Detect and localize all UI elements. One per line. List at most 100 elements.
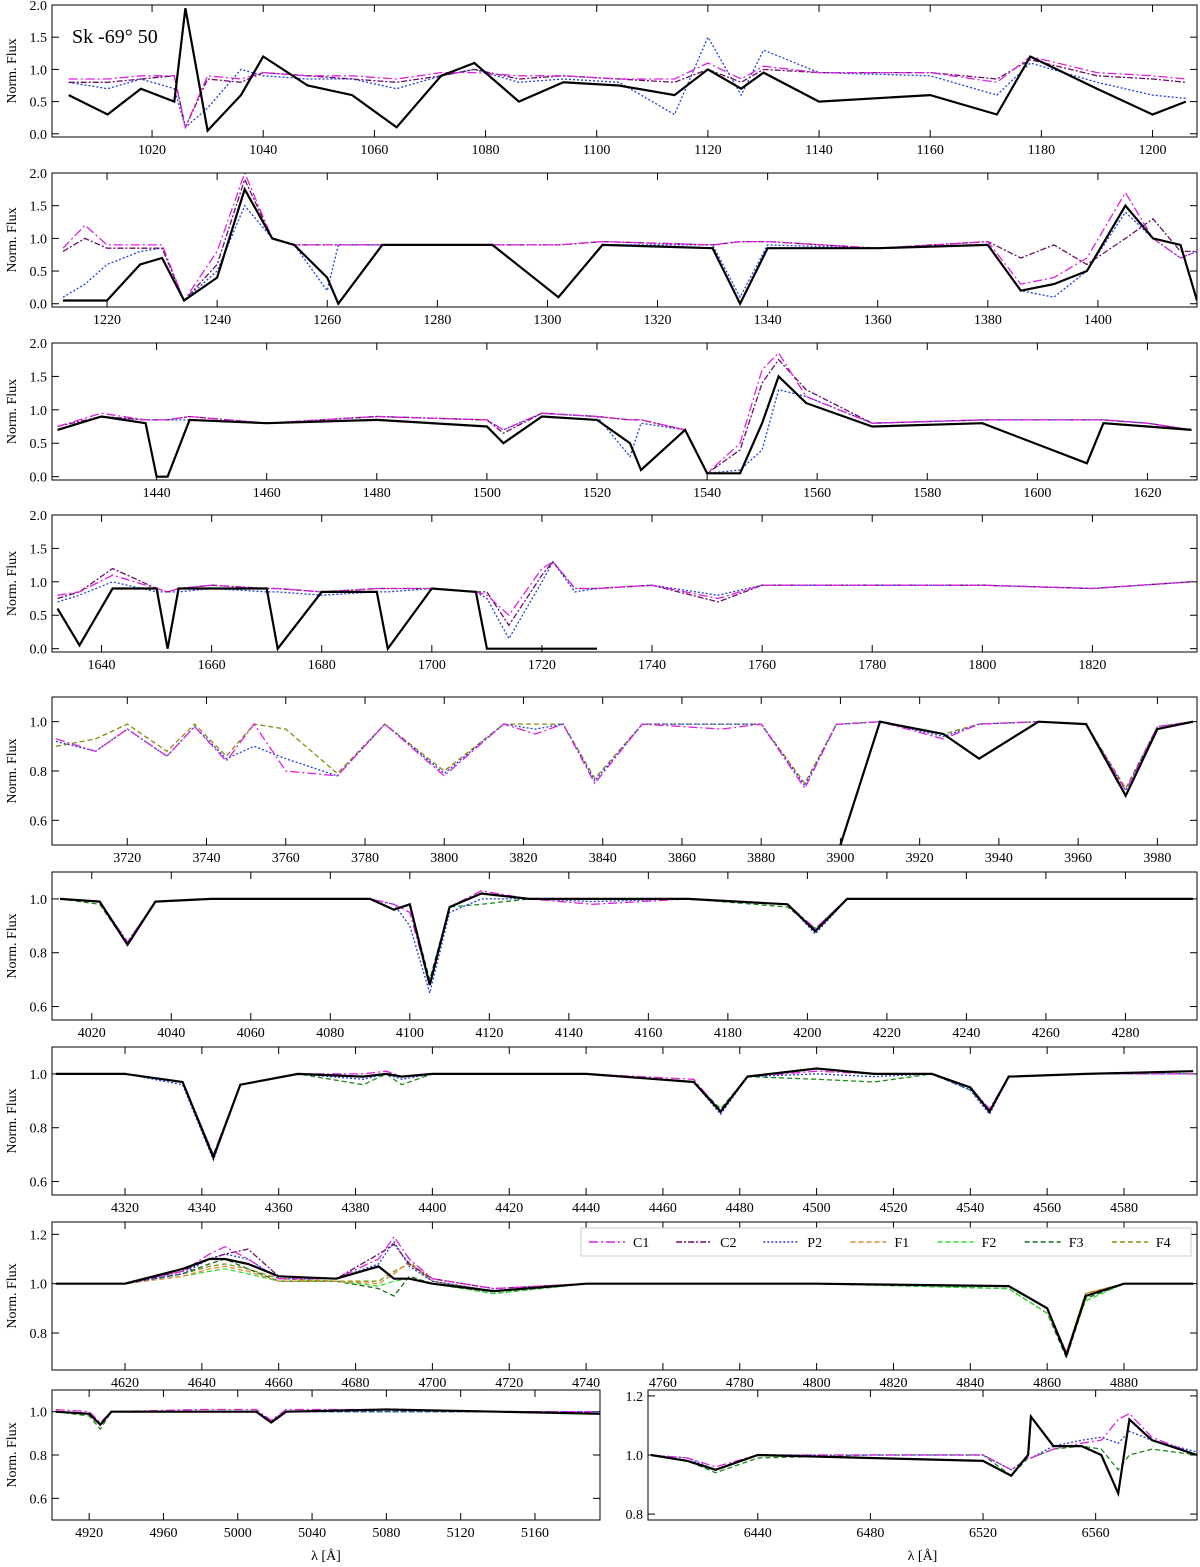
x-tick-label: 4320 bbox=[111, 1201, 139, 1216]
x-tick-label: 1640 bbox=[88, 658, 116, 673]
x-tick-label: 1140 bbox=[805, 143, 832, 158]
y-tick-label: 0.0 bbox=[30, 298, 48, 313]
x-tick-label: 4080 bbox=[316, 1026, 344, 1041]
x-tick-label: 4680 bbox=[342, 1376, 370, 1391]
x-tick-label: 1040 bbox=[249, 143, 277, 158]
legend-box bbox=[580, 1227, 1192, 1257]
x-tick-label: 4520 bbox=[879, 1201, 907, 1216]
x-tick-label: 3980 bbox=[1143, 851, 1171, 866]
x-tick-label: 4020 bbox=[78, 1026, 106, 1041]
spectrum-line bbox=[62, 177, 1197, 302]
y-axis-label: Norm. Flux bbox=[5, 379, 20, 444]
plot-frame bbox=[51, 871, 1198, 1021]
spectrum-line bbox=[62, 173, 1197, 302]
spectrum-line bbox=[55, 1243, 1194, 1355]
x-tick-label: 1120 bbox=[694, 143, 721, 158]
spectrum-line bbox=[57, 374, 1192, 478]
y-axis-label: Norm. Flux bbox=[5, 207, 20, 272]
x-tick-label: 4720 bbox=[495, 1376, 523, 1391]
panel: 1440 1460 1480 1500 1520 1540 1560 1580 1600 1620… bbox=[5, 337, 1198, 501]
x-tick-label: 4180 bbox=[714, 1026, 742, 1041]
spectrum-line bbox=[68, 55, 1186, 130]
x-tick-label: 4840 bbox=[956, 1376, 984, 1391]
x-tick-label: 1060 bbox=[360, 143, 388, 158]
panel: 4320 4340 4360 4380 4400 4420 4440 4460 4480 4500… bbox=[5, 1046, 1198, 1216]
spectrum-line bbox=[650, 1413, 1197, 1498]
x-tick-label: 1620 bbox=[1133, 486, 1161, 501]
plot-frame bbox=[51, 342, 1198, 481]
spectrum-line bbox=[68, 35, 1186, 129]
x-tick-label: 6480 bbox=[856, 1526, 884, 1541]
x-tick-label: 3780 bbox=[351, 851, 379, 866]
spectrum-line bbox=[59, 898, 1193, 983]
y-tick-label: 1.0 bbox=[30, 1068, 48, 1083]
x-tick-label: 1700 bbox=[418, 658, 446, 673]
annotation: Sk -69° 50 bbox=[72, 26, 158, 48]
x-tick-label: 5160 bbox=[521, 1526, 549, 1541]
y-tick-label: 1.2 bbox=[30, 1228, 48, 1243]
x-tick-label: 6520 bbox=[969, 1526, 997, 1541]
x-tick-label: 4760 bbox=[649, 1376, 677, 1391]
spectrum-line bbox=[55, 1067, 1194, 1161]
x-tick-label: 1320 bbox=[644, 313, 672, 328]
y-tick-label: 1.0 bbox=[30, 232, 48, 247]
plot-frame bbox=[51, 696, 1198, 846]
spectrum-line bbox=[839, 720, 1194, 845]
x-tick-label: 1380 bbox=[974, 313, 1002, 328]
spectrum-line bbox=[55, 1268, 1194, 1355]
y-tick-label: 0.5 bbox=[30, 96, 48, 111]
x-tick-label: 1340 bbox=[754, 313, 782, 328]
x-tick-label: 1180 bbox=[1028, 143, 1055, 158]
x-tick-label: 3920 bbox=[906, 851, 934, 866]
x-tick-label: 5120 bbox=[447, 1526, 475, 1541]
y-tick-label: 0.8 bbox=[30, 765, 48, 780]
panel: 4920 4960 5000 5040 5080 5120 5160 0.6 0.8 1.0 Nor… bbox=[5, 1389, 601, 1564]
spectrum-line bbox=[55, 1070, 1194, 1157]
x-tick-label: 1480 bbox=[363, 486, 391, 501]
y-tick-label: 1.0 bbox=[30, 1278, 48, 1293]
x-tick-label: 3840 bbox=[589, 851, 617, 866]
x-tick-label: 4040 bbox=[157, 1026, 185, 1041]
x-tick-label: 4620 bbox=[111, 1376, 139, 1391]
spectrum-line bbox=[55, 1260, 1194, 1355]
y-axis-label: Norm. Flux bbox=[5, 1088, 20, 1153]
x-tick-label: 1280 bbox=[423, 313, 451, 328]
plot-frame bbox=[51, 1389, 601, 1521]
y-tick-label: 2.0 bbox=[30, 509, 48, 524]
x-tick-label: 5040 bbox=[298, 1526, 326, 1541]
x-tick-label: 4420 bbox=[495, 1201, 523, 1216]
y-tick-label: 0.5 bbox=[30, 609, 48, 624]
spectrum-line bbox=[59, 890, 1193, 988]
x-tick-label: 4120 bbox=[475, 1026, 503, 1041]
spectrum-line bbox=[55, 1257, 1194, 1359]
legend-label: C2 bbox=[720, 1236, 736, 1251]
x-tick-label: 4960 bbox=[149, 1526, 177, 1541]
x-tick-label: 1520 bbox=[583, 486, 611, 501]
y-tick-label: 2.0 bbox=[30, 167, 48, 182]
legend-label: F1 bbox=[894, 1236, 909, 1251]
x-tick-label: 4780 bbox=[726, 1376, 754, 1391]
spectrum-line bbox=[55, 1073, 1194, 1162]
x-tick-label: 1200 bbox=[1139, 143, 1167, 158]
y-axis-label: Norm. Flux bbox=[5, 1422, 20, 1487]
x-tick-label: 1740 bbox=[638, 658, 666, 673]
x-tick-label: 1800 bbox=[968, 658, 996, 673]
x-tick-label: 3820 bbox=[509, 851, 537, 866]
y-tick-label: 0.8 bbox=[30, 1327, 48, 1342]
spectrum-line bbox=[57, 560, 1192, 640]
x-axis-label: λ [Å] bbox=[311, 1548, 341, 1564]
legend-label: F4 bbox=[1156, 1236, 1171, 1251]
y-tick-label: 0.8 bbox=[30, 1449, 48, 1464]
x-tick-label: 1780 bbox=[858, 658, 886, 673]
panel: 4620 4640 4660 4680 4700 4720 4740 4760 4780 4800… bbox=[5, 1221, 1198, 1391]
x-tick-label: 1360 bbox=[864, 313, 892, 328]
x-tick-label: 4560 bbox=[1033, 1201, 1061, 1216]
x-tick-label: 1540 bbox=[693, 486, 721, 501]
panel: 4020 4040 4060 4080 4100 4120 4140 4160 4180 4200… bbox=[5, 871, 1198, 1041]
plot-frame bbox=[51, 1046, 1198, 1196]
x-axis-label: λ [Å] bbox=[908, 1548, 938, 1564]
x-tick-label: 4920 bbox=[75, 1526, 103, 1541]
spectrum-line bbox=[57, 351, 1192, 475]
spectrum-line bbox=[55, 1235, 1194, 1355]
